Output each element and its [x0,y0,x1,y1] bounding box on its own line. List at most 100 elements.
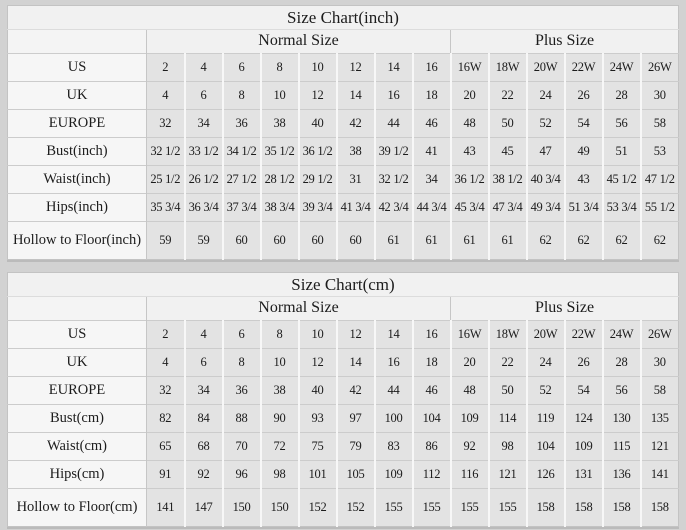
size-cell: 53 3/4 [601,193,641,222]
size-cell: 18W [487,320,527,349]
size-chart-cm-container: Size Chart(cm) Normal Size Plus Size US 2 4 6 8… [7,272,679,527]
table-row: Bust(inch) 32 1/2 33 1/2 34 1/2 35 1/2 36 1/2… [7,137,679,166]
size-cell: 36 1/2 [449,165,489,194]
size-cell: 86 [411,432,451,461]
size-cell: 88 [221,404,261,433]
size-cell: 8 [221,348,261,377]
size-cell: 109 [373,460,413,489]
size-cell: 35 1/2 [259,137,299,166]
size-cell: 60 [259,221,299,260]
table-row: US 2 4 6 8 10 12 14 16 16W 18W 20W 22W 24W 26W [7,320,679,349]
size-cell: 50 [487,109,527,138]
table-row: Hips(inch) 35 3/4 36 3/4 37 3/4 38 3/4 39 3/4… [7,193,679,222]
size-cell: 22W [563,320,603,349]
size-cell: 22 [487,348,527,377]
group-header-normal-size: Normal Size [146,29,451,54]
row-label: EUROPE [7,376,147,405]
size-cell: 43 [449,137,489,166]
table-row: Hollow to Floor(cm) 141 147 150 150 152 152 155… [7,488,679,527]
size-cell: 59 [146,221,185,260]
row-label: Hollow to Floor(cm) [7,488,147,527]
size-cell: 54 [563,109,603,138]
size-cell: 25 1/2 [146,165,185,194]
size-cell: 14 [335,81,375,110]
size-cell: 49 [563,137,603,166]
size-cell: 24 [525,81,565,110]
table-row: UK 4 6 8 10 12 14 16 18 20 22 24 26 28 30 [7,348,679,377]
size-cell: 60 [335,221,375,260]
size-cell: 43 [563,165,603,194]
size-cell: 112 [411,460,451,489]
row-label: EUROPE [7,109,147,138]
size-cell: 16 [411,53,451,82]
size-cell: 36 3/4 [183,193,223,222]
size-cell: 34 [183,109,223,138]
size-cell: 41 [411,137,451,166]
size-cell: 38 1/2 [487,165,527,194]
size-cell: 26 1/2 [183,165,223,194]
size-cell: 10 [259,81,299,110]
size-chart-inch-container: Size Chart(inch) Normal Size Plus Size US 2 4… [7,5,679,260]
size-cell: 61 [373,221,413,260]
size-cell: 158 [563,488,603,527]
size-cell: 12 [335,320,375,349]
size-cell: 14 [335,348,375,377]
size-cell: 47 [525,137,565,166]
size-cell: 98 [259,460,299,489]
size-cell: 32 1/2 [373,165,413,194]
size-cell: 26W [639,320,679,349]
size-cell: 16 [373,81,413,110]
size-cell: 6 [221,53,261,82]
size-cell: 155 [487,488,527,527]
size-cell: 42 [335,109,375,138]
table-row: EUROPE 32 34 36 38 40 42 44 46 48 50 52 54 56 58 [7,376,679,405]
size-cell: 12 [297,81,337,110]
size-cell: 62 [525,221,565,260]
size-cell: 56 [601,109,641,138]
size-cell: 24W [601,53,641,82]
size-cell: 40 3/4 [525,165,565,194]
size-cell: 124 [563,404,603,433]
size-cell: 83 [373,432,413,461]
size-cell: 109 [563,432,603,461]
size-cell: 26W [639,53,679,82]
size-cell: 56 [601,376,641,405]
size-cell: 52 [525,376,565,405]
size-cell: 4 [183,320,223,349]
table-row: Bust(cm) 82 84 88 90 93 97 100 104 109 114 119 124 13… [7,404,679,433]
size-cell: 91 [146,460,185,489]
size-table: Size Chart(cm) Normal Size Plus Size US 2 4 6 8… [7,272,679,527]
size-cell: 2 [146,320,185,349]
size-cell: 92 [449,432,489,461]
size-cell: 68 [183,432,223,461]
size-cell: 62 [563,221,603,260]
size-cell: 136 [601,460,641,489]
size-cell: 38 [335,137,375,166]
size-cell: 38 [259,376,299,405]
size-cell: 61 [449,221,489,260]
size-cell: 115 [601,432,641,461]
size-cell: 51 [601,137,641,166]
size-cell: 30 [639,348,679,377]
size-cell: 32 1/2 [146,137,185,166]
size-cell: 4 [146,348,185,377]
size-cell: 152 [335,488,375,527]
size-cell: 6 [221,320,261,349]
size-cell: 101 [297,460,337,489]
size-cell: 150 [221,488,261,527]
size-cell: 152 [297,488,337,527]
size-cell: 29 1/2 [297,165,337,194]
size-cell: 98 [487,432,527,461]
size-cell: 42 3/4 [373,193,413,222]
size-cell: 52 [525,109,565,138]
row-label: Hips(inch) [7,193,147,222]
row-label: Waist(inch) [7,165,147,194]
size-cell: 62 [639,221,679,260]
size-cell: 141 [639,460,679,489]
size-cell: 47 1/2 [639,165,679,194]
size-cell: 61 [487,221,527,260]
size-cell: 60 [221,221,261,260]
size-cell: 135 [639,404,679,433]
size-cell: 121 [639,432,679,461]
size-cell: 36 1/2 [297,137,337,166]
